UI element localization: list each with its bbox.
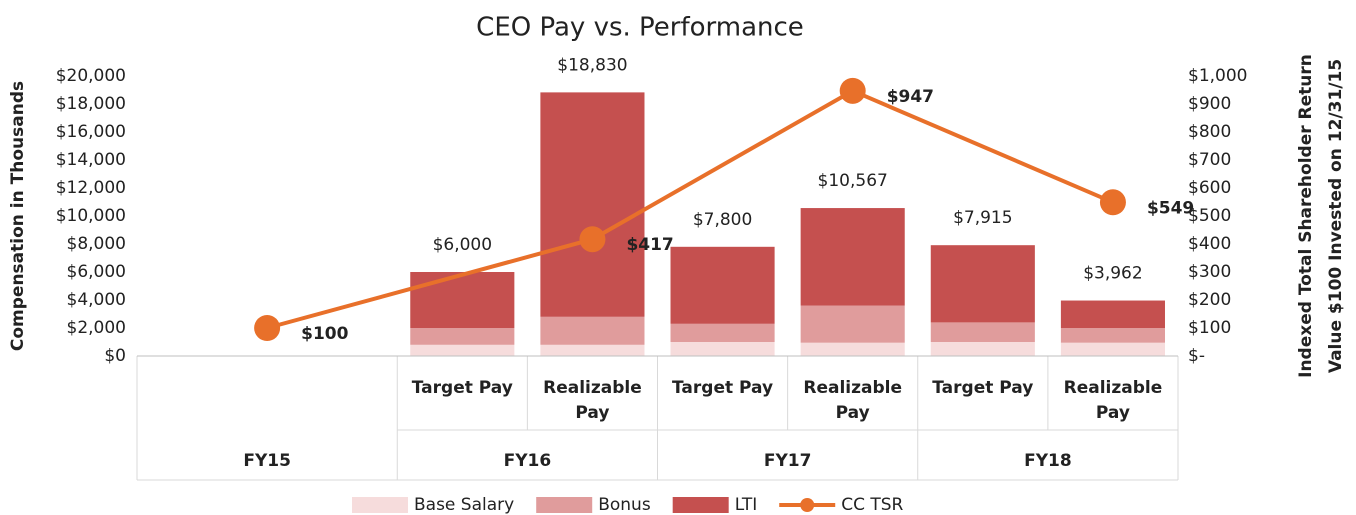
y2-axis-title: Indexed Total Shareholder Return [1296, 54, 1316, 378]
bar-segment [1060, 328, 1165, 343]
category-label: Target Pay [932, 378, 1033, 398]
tsr-label: $947 [887, 87, 934, 107]
chart-title: CEO Pay vs. Performance [476, 13, 804, 43]
total-label: $3,962 [1083, 264, 1142, 284]
bar-segment [800, 305, 905, 343]
y2-tick-label: $700 [1188, 150, 1231, 170]
y2-tick-label: $900 [1188, 94, 1231, 114]
y2-tick-label: $1,000 [1188, 66, 1247, 86]
y-tick-label: $12,000 [56, 178, 126, 198]
total-label: $10,567 [818, 171, 888, 191]
tsr-label: $549 [1147, 198, 1194, 218]
total-label: $7,800 [693, 210, 752, 230]
category-label: Realizable Pay [1064, 378, 1163, 423]
y-tick-label: $6,000 [67, 262, 126, 282]
y2-tick-label: $300 [1188, 262, 1231, 282]
y2-tick-label: $500 [1188, 206, 1231, 226]
tsr-label: $100 [301, 324, 348, 344]
group-label: FY17 [764, 451, 812, 471]
legend-label: CC TSR [841, 495, 903, 515]
y-tick-label: $14,000 [56, 150, 126, 170]
bar-segment [930, 245, 1035, 323]
y-tick-label: $10,000 [56, 206, 126, 226]
y-tick-label: $2,000 [67, 318, 126, 338]
bar-segment [540, 92, 645, 317]
bar-segment [670, 342, 775, 356]
bar-segment [410, 272, 515, 328]
legend-label: Bonus [598, 495, 651, 515]
legend-swatch [536, 497, 593, 513]
bar-segment [410, 344, 515, 356]
group-label: FY15 [243, 451, 291, 471]
y2-axis-title: Value $100 Invested on 12/31/15 [1326, 59, 1346, 373]
y-tick-label: $16,000 [56, 122, 126, 142]
bar-segment [1060, 300, 1165, 328]
bar-segment [670, 323, 775, 342]
y2-tick-label: $200 [1188, 290, 1231, 310]
y2-tick-label: $- [1188, 346, 1205, 366]
tsr-point [254, 315, 281, 341]
y2-tick-label: $600 [1188, 178, 1231, 198]
y-tick-label: $0 [104, 346, 126, 366]
group-label: FY16 [504, 451, 552, 471]
tsr-line [266, 88, 1114, 330]
legend-swatch [352, 497, 408, 513]
y-tick-label: $8,000 [67, 234, 126, 254]
category-label: Target Pay [672, 378, 773, 398]
total-label: $7,915 [953, 208, 1012, 228]
legend-label: LTI [735, 495, 758, 515]
bar-segment [540, 344, 645, 356]
legend-label: Base Salary [414, 495, 514, 515]
group-label: FY18 [1024, 451, 1072, 471]
bar-segment [800, 342, 905, 356]
y2-tick-label: $800 [1188, 122, 1231, 142]
total-label: $18,830 [557, 55, 627, 75]
y-tick-label: $20,000 [56, 66, 126, 86]
bar-segment [930, 342, 1035, 356]
y-tick-label: $4,000 [67, 290, 126, 310]
tsr-label: $417 [626, 235, 673, 255]
legend-swatch [672, 497, 729, 513]
category-label: Realizable Pay [543, 378, 642, 423]
y2-tick-label: $100 [1188, 318, 1231, 338]
tsr-point [1099, 189, 1126, 216]
tsr-point [579, 226, 606, 253]
total-label: $6,000 [433, 235, 492, 255]
tsr-point [839, 77, 866, 104]
y-axis-title: Compensation in Thousands [8, 81, 28, 351]
bar-segment [540, 316, 645, 345]
category-label: Target Pay [412, 378, 513, 398]
bar-segment [410, 328, 515, 345]
bar-segment [800, 208, 905, 306]
y-tick-label: $18,000 [56, 94, 126, 114]
y2-tick-label: $400 [1188, 234, 1231, 254]
category-label: Realizable Pay [803, 378, 902, 423]
bar-segment [1060, 342, 1165, 356]
bar-segment [930, 322, 1035, 342]
legend-marker [800, 498, 815, 512]
bar-segment [670, 246, 775, 324]
